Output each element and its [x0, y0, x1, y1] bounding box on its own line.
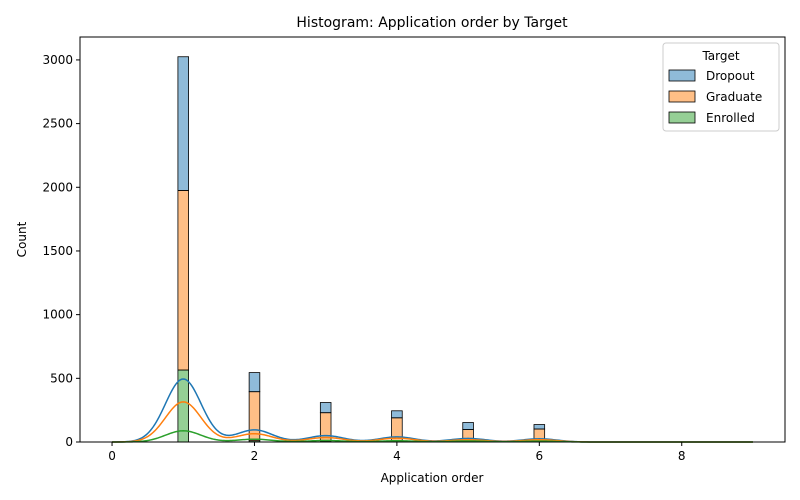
x-axis-label: Application order [381, 471, 484, 485]
x-tick-label: 4 [393, 449, 401, 463]
legend-label-dropout: Dropout [706, 69, 755, 83]
bar-graduate-1 [177, 190, 189, 371]
kde-line-graduate [112, 401, 753, 443]
y-tick-label: 1000 [42, 308, 73, 322]
x-tick-label: 2 [251, 449, 259, 463]
legend-label-enrolled: Enrolled [706, 111, 755, 125]
x-tick-label: 8 [678, 449, 686, 463]
bar-dropout-2 [248, 372, 261, 393]
bar-dropout-5 [462, 422, 474, 430]
kde-curves [112, 378, 753, 443]
legend-frame [662, 42, 780, 132]
y-tick-label: 3000 [42, 53, 73, 67]
bar-dropout-3 [319, 402, 332, 414]
y-tick-label: 2500 [42, 117, 73, 131]
y-tick-label: 0 [65, 435, 73, 449]
y-tick-label: 2000 [42, 180, 73, 194]
kde-line-dropout [112, 378, 753, 443]
y-axis: 0 500 1000 1500 2000 2500 3000 [42, 53, 80, 449]
x-axis: 0 2 4 6 8 [108, 442, 686, 463]
plot-area [79, 36, 786, 443]
legend-items: Dropout Graduate Enrolled [668, 69, 762, 125]
y-tick-label: 1500 [42, 244, 73, 258]
legend: Target Dropout Graduate Enrolled [662, 42, 780, 132]
x-tick-label: 0 [108, 449, 116, 463]
histogram-bars [177, 56, 546, 443]
bar-dropout-6 [533, 424, 546, 430]
bar-dropout-4 [391, 410, 403, 419]
x-tick-label: 6 [535, 449, 543, 463]
legend-swatch-dropout [668, 69, 696, 82]
y-tick-label: 500 [50, 371, 73, 385]
plot-frame [79, 36, 786, 443]
y-axis-label: Count [15, 221, 29, 257]
legend-title: Target [701, 49, 739, 63]
legend-label-graduate: Graduate [706, 90, 762, 104]
chart-title: Histogram: Application order by Target [296, 15, 568, 31]
legend-swatch-enrolled [668, 111, 696, 124]
bar-dropout-1 [177, 56, 189, 191]
legend-swatch-graduate [668, 90, 696, 103]
